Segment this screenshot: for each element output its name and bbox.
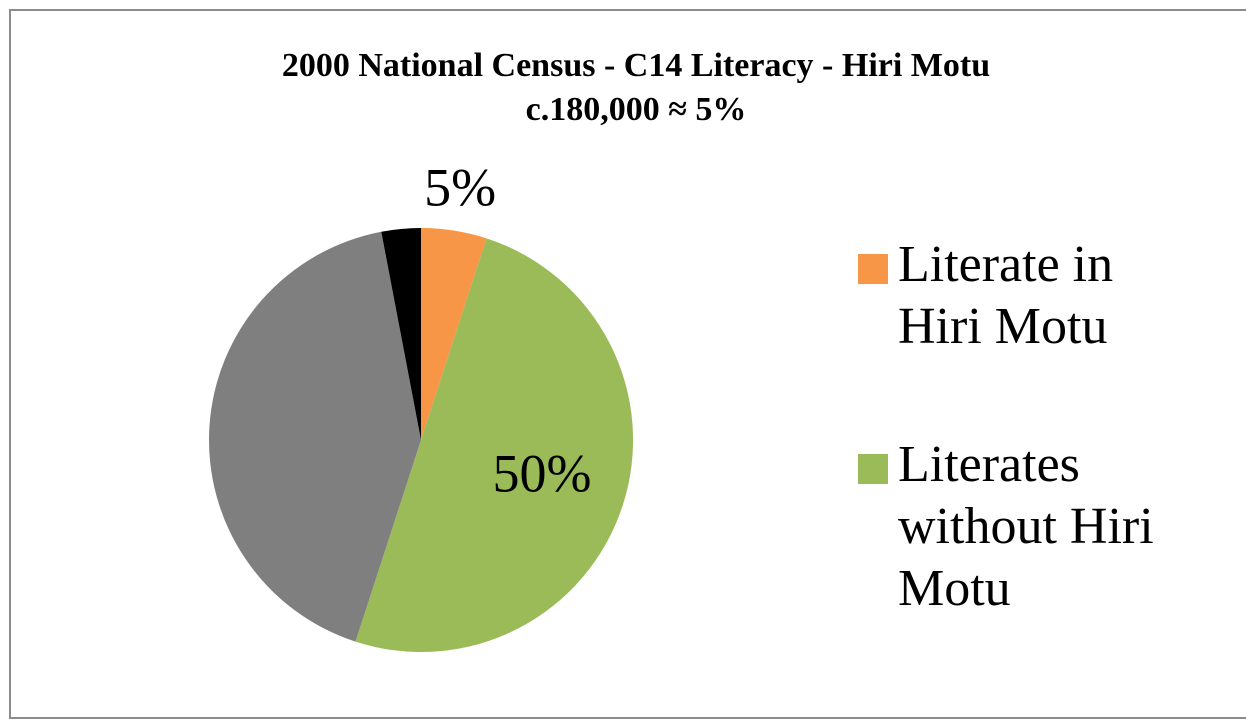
legend-label: Literates without Hiri Motu <box>898 436 1154 617</box>
legend-swatch <box>858 454 888 484</box>
legend-label: Literate in Hiri Motu <box>898 236 1114 355</box>
pie-slice <box>355 238 634 653</box>
chart-subtitle: c.180,000 ≈ 5% <box>526 91 747 128</box>
pie-slice <box>381 228 421 440</box>
data-label: 50% <box>492 444 591 504</box>
chart-title: 2000 National Census - C14 Literacy - Hi… <box>282 47 990 84</box>
pie-slice <box>209 231 421 642</box>
pie-slice <box>421 228 487 440</box>
legend-swatch <box>858 254 888 284</box>
legend-item: Literates without Hiri Motu <box>858 434 1198 620</box>
chart-frame <box>9 9 1246 719</box>
legend-item: Literate in Hiri Motu <box>858 234 1198 358</box>
data-label: 5% <box>424 157 496 217</box>
